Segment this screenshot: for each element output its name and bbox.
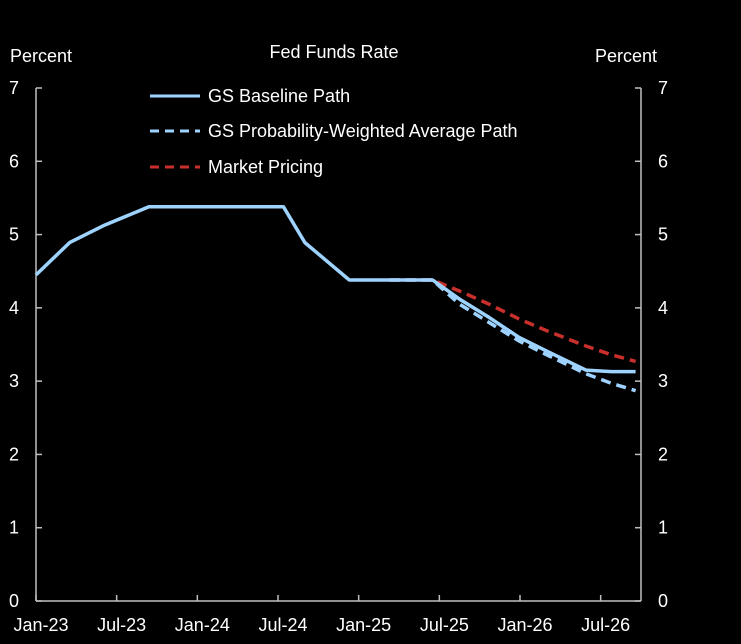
x-tick-label: Jul-23 [97,615,146,635]
y-tick-label-right: 0 [658,591,668,611]
x-tick-label: Jul-25 [420,615,469,635]
x-tick-label: Jul-26 [581,615,630,635]
x-tick-label: Jan-25 [336,615,391,635]
y-tick-label-left: 1 [9,518,19,538]
y-tick-label-right: 1 [658,518,668,538]
x-tick-label: Jul-24 [258,615,307,635]
y-tick-label-left: 0 [9,591,19,611]
series-line-prob-weighted [389,278,637,393]
y-tick-label-left: 6 [9,151,19,171]
y-tick-label-right: 7 [658,78,668,98]
y-tick-label-right: 6 [658,151,668,171]
y-axis-label-left: Percent [10,46,72,66]
y-tick-label-left: 7 [9,78,19,98]
axes: 0 0 1 1 2 2 3 3 4 4 5 5 6 6 7 7 Jan-23 Jul-23 Jan-24 Jul-24… [9,78,668,635]
legend-label-baseline: GS Baseline Path [208,86,350,106]
x-tick-label: Jan-23 [13,615,68,635]
series-lines [34,204,637,393]
y-tick-label-right: 3 [658,371,668,391]
x-tick-label: Jan-24 [175,615,230,635]
y-tick-label-left: 2 [9,444,19,464]
legend-label-market: Market Pricing [208,157,323,177]
legend-label-probability-weighted: GS Probability-Weighted Average Path [208,121,518,141]
series-line-market [389,278,637,364]
legend: GS Baseline Path GS Probability-Weighted… [150,86,518,177]
y-tick-label-right: 2 [658,444,668,464]
y-tick-label-left: 4 [9,298,19,318]
y-tick-label-left: 3 [9,371,19,391]
y-tick-label-right: 4 [658,298,668,318]
x-tick-label: Jan-26 [497,615,552,635]
series-line-baseline [34,204,636,374]
chart-title: Fed Funds Rate [269,42,398,62]
y-tick-label-right: 5 [658,225,668,245]
y-axis-label-right: Percent [595,46,657,66]
y-tick-label-left: 5 [9,225,19,245]
